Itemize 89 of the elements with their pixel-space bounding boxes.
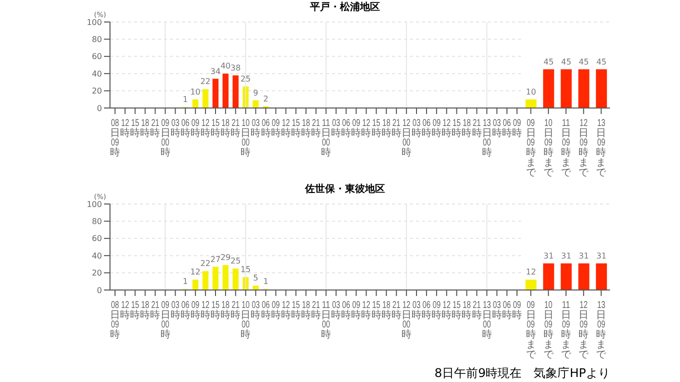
data-label: 1: [263, 277, 268, 286]
data-label: 45: [596, 57, 607, 66]
x-tick-label: 12日09時まで: [578, 118, 591, 178]
data-label: 31: [561, 251, 572, 260]
data-label: 25: [240, 74, 251, 84]
x-tick-label: 18時: [381, 118, 394, 139]
y-tick-label: 0: [96, 286, 102, 295]
y-tick-label: 0: [96, 104, 102, 113]
x-tick-label: 12時: [361, 300, 374, 321]
x-tick-label: 13日00時: [482, 118, 494, 158]
data-label: 31: [596, 251, 607, 260]
x-tick-label: 15時: [371, 118, 384, 139]
x-tick-label: 09日09時まで: [526, 118, 538, 178]
x-tick-label: 11日09時まで: [561, 300, 574, 360]
x-tick-label: 21時: [472, 300, 484, 321]
x-tick-label: 18時: [381, 300, 394, 321]
x-tick-label: 13日00時: [482, 300, 494, 340]
x-tick-label: 09時: [512, 118, 524, 139]
data-label: 10: [526, 87, 536, 96]
data-label: 29: [220, 253, 231, 262]
data-label: 9: [253, 88, 258, 98]
x-tick-label: 21時: [391, 300, 404, 321]
y-tick-label: 20: [92, 268, 102, 278]
data-label: 12: [190, 268, 200, 277]
x-tick-label: 06時: [260, 118, 273, 139]
x-tick-label: 21時: [230, 118, 243, 139]
x-tick-label: 21時: [391, 118, 404, 139]
x-tick-label: 21時: [311, 118, 324, 139]
x-tick-label: 12時: [280, 118, 293, 139]
y-tick-label: 20: [92, 86, 102, 96]
data-label: 34: [210, 66, 221, 76]
data-label: 45: [578, 57, 589, 66]
x-tick-label: 11日09時まで: [561, 118, 574, 178]
y-tick-label: 100: [86, 200, 102, 209]
x-tick-label: 21時: [150, 300, 162, 321]
x-tick-label: 09日00時: [160, 300, 172, 340]
data-label: 45: [561, 57, 572, 66]
data-label: 15: [240, 265, 251, 274]
y-tick-label: 40: [92, 251, 102, 260]
y-tick-label: 100: [86, 18, 102, 27]
data-label: 1: [182, 277, 188, 286]
x-tick-label: 12時: [280, 300, 293, 321]
x-tick-label: 03時: [170, 300, 182, 321]
x-tick-label: 09日00時: [160, 118, 172, 158]
x-tick-label: 03時: [250, 118, 263, 139]
data-label: 22: [200, 259, 211, 268]
x-tick-label: 06時: [180, 300, 192, 321]
data-label: 31: [578, 251, 589, 260]
x-tick-label: 12日09時まで: [578, 300, 591, 360]
x-tick-label: 09時: [270, 118, 283, 139]
chart-title: 佐世保・東彼地区: [305, 184, 385, 195]
x-tick-label: 15時: [371, 300, 384, 321]
x-tick-label: 21時: [230, 300, 243, 321]
data-label: 1: [182, 95, 188, 104]
y-tick-label: 40: [92, 69, 102, 78]
x-tick-label: 10日09時まで: [543, 300, 556, 360]
x-tick-label: 21時: [150, 118, 162, 139]
data-label: 38: [230, 63, 241, 72]
x-tick-label: 09日09時まで: [526, 300, 538, 360]
x-tick-label: 21時: [311, 300, 324, 321]
x-tick-label: 09時: [512, 300, 524, 321]
x-tick-label: 06時: [180, 118, 192, 139]
data-label: 31: [544, 251, 554, 260]
data-label: 27: [210, 254, 221, 264]
y-tick-label: 80: [92, 217, 102, 226]
x-tick-label: 13日09時まで: [596, 118, 608, 178]
data-label: 25: [230, 256, 241, 266]
x-tick-label: 18時: [462, 300, 474, 321]
x-tick-label: 12時: [361, 118, 374, 139]
x-tick-label: 06時: [260, 300, 273, 321]
x-tick-label: 13日09時まで: [596, 300, 608, 360]
text: 8日午前9時現在 気象庁HPより: [434, 365, 610, 382]
x-tick-label: 21時: [472, 118, 484, 139]
data-label: 10: [190, 87, 200, 96]
y-tick-label: 60: [92, 234, 102, 244]
y-tick-label: 60: [92, 52, 102, 62]
data-label: 5: [253, 274, 258, 283]
data-label: 12: [526, 268, 536, 277]
data-label: 40: [220, 62, 231, 71]
x-tick-label: 03時: [170, 118, 182, 139]
data-label: 45: [544, 57, 554, 66]
data-label: 2: [263, 94, 268, 104]
y-tick-label: 80: [92, 35, 102, 44]
chart-title: 平戸・松浦地区: [310, 2, 380, 13]
x-tick-label: 03時: [250, 300, 263, 321]
data-label: 22: [200, 77, 211, 86]
x-tick-label: 18時: [462, 118, 474, 139]
x-tick-label: 10日09時まで: [543, 118, 556, 178]
x-tick-label: 09時: [270, 300, 283, 321]
